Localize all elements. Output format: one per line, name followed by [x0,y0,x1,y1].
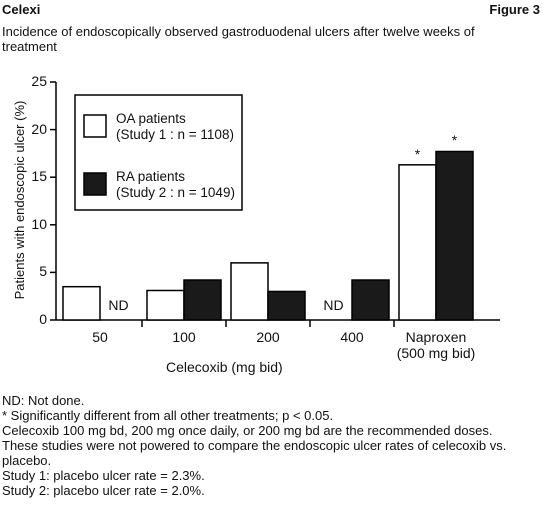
footnote: Study 1: placebo ulcer rate = 2.3%. [2,468,205,483]
bar [351,279,390,321]
chart-title: Incidence of endoscopically observed gas… [2,24,475,54]
bar [230,262,269,321]
footnote: * Significantly different from all other… [2,408,334,423]
bar [62,285,101,321]
y-tick-label: 20 [31,120,47,137]
x-tick-label: 200 [256,329,280,345]
footnote: ND: Not done. [2,393,85,408]
legend-swatch [83,172,107,196]
x-tick-label: Naproxen (500 mg bid) [396,329,476,361]
figure-label: Figure 3 [489,2,540,17]
header-title: Celexi [2,2,41,17]
x-tick-label: 100 [172,329,196,345]
value-note: ND [108,297,129,313]
footnote: These studies were not powered to compar… [2,438,507,468]
chart [50,81,500,327]
value-note: ND [323,297,344,313]
legend-swatch [83,114,107,138]
x-tick-label: 400 [340,329,364,345]
y-tick-label: 15 [31,168,47,185]
footnotes: ND: Not done. * Significantly different f… [2,393,532,498]
y-tick-label: 10 [31,215,47,232]
y-tick-label: 0 [39,311,47,327]
footnote: Celecoxib 100 mg bd, 200 mg once daily, … [2,423,493,438]
x-axis-label: Celecoxib (mg bid) [166,359,283,375]
footnote: Study 2: placebo ulcer rate = 2.0%. [2,483,205,498]
value-note: * [414,145,421,162]
legend-label: RA patients (Study 2 : n = 1049) [116,169,235,200]
bar [435,150,474,321]
bar [398,164,437,321]
y-axis-label: Patients with endoscopic ulcer (%) [12,100,27,300]
bar [146,289,185,321]
y-tick-label: 5 [39,263,47,280]
x-tick-label: 50 [92,329,108,345]
bar [183,279,222,321]
bar [267,290,306,321]
y-tick-label: 25 [31,73,47,89]
legend-label: OA patients (Study 1 : n = 1108) [116,111,234,142]
value-note: * [451,132,458,149]
